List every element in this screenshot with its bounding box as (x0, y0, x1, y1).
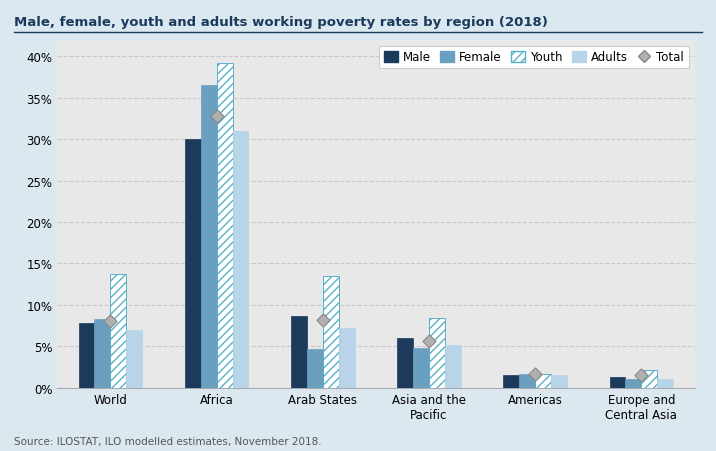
Bar (185, 140, 200, 388)
Bar (339, 328, 354, 388)
Point (530, 371, 541, 378)
Point (636, 372, 647, 379)
Bar (503, 375, 519, 388)
Bar (397, 338, 413, 388)
Bar (657, 379, 673, 388)
Bar (216, 64, 233, 388)
Bar (79, 323, 95, 388)
Bar (291, 316, 307, 388)
Bar (110, 275, 126, 388)
Point (211, 113, 222, 120)
Point (423, 338, 435, 345)
Bar (429, 318, 445, 388)
Bar (413, 348, 429, 388)
Text: Source: ILOSTAT, ILO modelled estimates, November 2018.: Source: ILOSTAT, ILO modelled estimates,… (14, 437, 322, 446)
Bar (233, 132, 248, 388)
Point (317, 317, 329, 324)
Bar (323, 276, 339, 388)
Bar (307, 349, 323, 388)
Bar (536, 374, 551, 388)
Text: Male, female, youth and adults working poverty rates by region (2018): Male, female, youth and adults working p… (14, 16, 548, 29)
Bar (642, 370, 657, 388)
Bar (626, 380, 642, 388)
Point (105, 318, 116, 325)
Bar (126, 330, 142, 388)
Bar (95, 319, 110, 388)
Bar (551, 375, 567, 388)
Bar (200, 86, 216, 388)
Bar (609, 377, 626, 388)
Legend: Male, Female, Youth, Adults, Total: Male, Female, Youth, Adults, Total (379, 46, 689, 69)
Bar (519, 375, 536, 388)
Bar (445, 345, 461, 388)
